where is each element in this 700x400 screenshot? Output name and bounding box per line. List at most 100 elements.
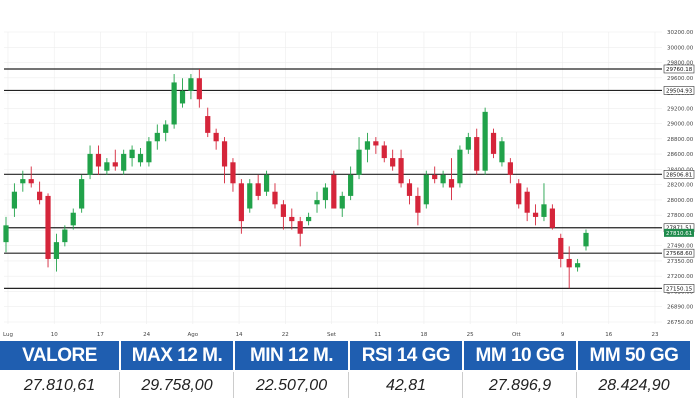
stat-label: RSI 14 GG: [350, 341, 462, 370]
y-tick-label: 26890.00: [667, 305, 694, 311]
y-tick-label: 27800.00: [667, 213, 694, 219]
level-label: 29760.18: [666, 67, 693, 73]
last-price-label: 27810.61: [666, 231, 692, 237]
x-tick-label: Set: [327, 332, 337, 338]
stat-divider: [462, 372, 463, 398]
stat-divider: [576, 372, 577, 398]
y-tick-label: 28800.00: [667, 137, 694, 143]
level-label: 29504.93: [666, 88, 693, 94]
candle-body: [79, 179, 85, 209]
candle-body: [154, 132, 160, 142]
x-tick-label: 24: [143, 332, 150, 338]
candle-body: [20, 179, 26, 184]
candle-body: [255, 183, 261, 196]
x-tick-label: 16: [605, 332, 612, 338]
candle-body: [121, 153, 127, 171]
x-tick-label: 9: [561, 332, 565, 338]
stat-min-12m: MIN 12 M. 22.507,00: [235, 341, 348, 400]
stat-value: 27.810,61: [23, 377, 96, 394]
candle-body: [390, 158, 396, 167]
y-tick-label: 29000.00: [667, 122, 694, 128]
x-tick-label: 14: [236, 332, 243, 338]
candle-body: [129, 149, 135, 159]
y-tick-label: 29600.00: [667, 76, 694, 82]
x-tick-label: Lug: [3, 332, 13, 338]
candle-body: [11, 191, 18, 209]
candle-body: [364, 141, 371, 150]
stat-rsi-14gg: RSI 14 GG 42,81: [350, 341, 462, 400]
candle-body: [289, 216, 295, 222]
last-price-box: [664, 228, 694, 237]
candle-body: [213, 132, 219, 142]
candle-body: [28, 179, 34, 184]
candle-body: [45, 195, 51, 259]
stat-value: 42,81: [385, 377, 427, 394]
candle-body: [516, 183, 522, 205]
level-label-box: [663, 170, 695, 179]
x-tick-label: 25: [467, 332, 474, 338]
candle-body: [339, 195, 345, 209]
stat-divider: [119, 372, 120, 398]
stats-bar: VALORE 27.810,61 MAX 12 M. 29.758,00 MIN…: [0, 341, 700, 400]
level-label: 27568.60: [666, 251, 693, 257]
candle-body: [280, 204, 286, 217]
y-tick-label: 27350.00: [667, 259, 694, 265]
y-tick-label: 27200.00: [667, 274, 694, 280]
candle-body: [583, 232, 589, 247]
candle-body: [146, 141, 152, 163]
candlestick-chart: 30200.0030000.0029800.0029600.0029400.00…: [3, 30, 695, 338]
candle-body: [171, 82, 177, 125]
candle-body: [356, 149, 362, 175]
candle-body: [541, 204, 547, 217]
stat-value: 28.424,90: [598, 377, 670, 394]
stat-mm-50gg: MM 50 GG 28.424,90: [578, 341, 690, 400]
y-tick-label: 29200.00: [667, 106, 694, 112]
y-tick-label: 28600.00: [667, 152, 694, 158]
stat-label: MM 10 GG: [464, 341, 576, 370]
x-tick-label: Ott: [512, 332, 521, 338]
stat-label: MM 50 GG: [578, 341, 690, 370]
candle-body: [432, 174, 438, 180]
candle-body: [524, 191, 530, 213]
candle-body: [415, 195, 421, 213]
candle-body: [348, 174, 354, 196]
candle-body: [205, 116, 211, 133]
candle-body: [179, 90, 186, 104]
stat-divider: [348, 372, 349, 398]
level-label-box: [663, 86, 695, 95]
candle-body: [272, 191, 278, 205]
candle-body: [163, 124, 169, 133]
candle-body: [574, 263, 581, 268]
x-tick-label: 23: [652, 332, 659, 338]
candle-body: [297, 221, 303, 234]
level-label: 27871.51: [666, 226, 692, 232]
candle-body: [398, 158, 404, 184]
candle-body: [104, 162, 110, 171]
x-tick-label: 10: [51, 332, 58, 338]
candle-body: [306, 216, 312, 222]
candle-body: [381, 145, 387, 159]
y-tick-label: 28200.00: [667, 183, 694, 189]
candle-body: [238, 183, 244, 222]
candle-body: [62, 229, 68, 243]
stat-label: MIN 12 M.: [235, 341, 348, 370]
candle-body: [196, 78, 202, 100]
candle-body: [532, 212, 539, 217]
candle-body: [549, 208, 555, 228]
candle-body: [112, 162, 118, 167]
stat-label: VALORE: [0, 341, 119, 370]
candle-body: [465, 137, 471, 150]
x-tick-label: 17: [97, 332, 104, 338]
y-tick-label: 26750.00: [667, 320, 694, 326]
stat-value: 27.896,9: [488, 377, 552, 394]
y-tick-label: 30200.00: [667, 30, 694, 36]
candle-body: [221, 141, 228, 167]
candle-body: [3, 225, 9, 243]
candle-body: [406, 183, 413, 196]
candle-body: [490, 132, 497, 154]
candle-body: [314, 200, 320, 205]
x-tick-label: 18: [420, 332, 427, 338]
candle-body: [247, 183, 253, 209]
candle-body: [482, 111, 488, 171]
candle-body: [87, 153, 93, 175]
